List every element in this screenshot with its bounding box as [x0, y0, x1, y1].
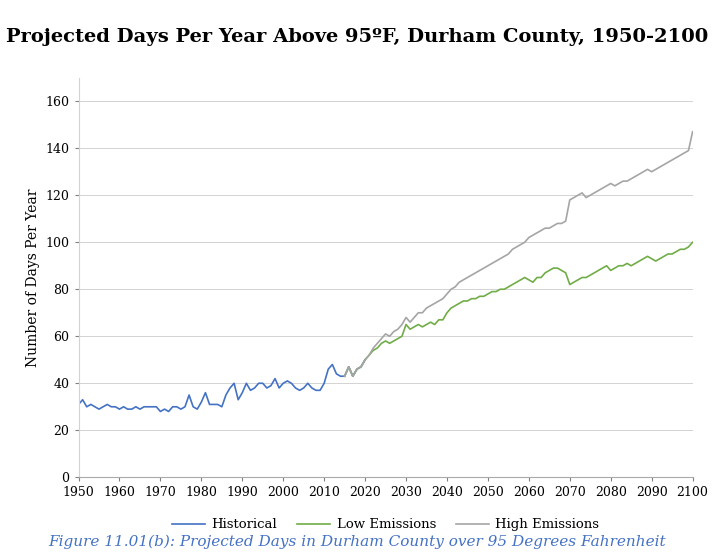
- High Emissions: [606, 180, 615, 187]
- High Emissions: [341, 373, 349, 380]
- Low Emissions: [341, 373, 349, 380]
- Historical: [82, 403, 91, 410]
- Historical: [160, 406, 169, 412]
- Historical: [251, 385, 259, 391]
- Y-axis label: Number of Days Per Year: Number of Days Per Year: [26, 188, 40, 367]
- Low Emissions: [348, 373, 357, 380]
- High Emissions: [377, 335, 386, 342]
- Low Emissions: [688, 239, 697, 245]
- Historical: [348, 373, 357, 380]
- Historical: [74, 401, 83, 408]
- High Emissions: [348, 373, 357, 380]
- Text: Figure 11.01(b): Projected Days in Durham County over 95 Degrees Fahrenheit: Figure 11.01(b): Projected Days in Durha…: [48, 535, 666, 549]
- High Emissions: [688, 128, 697, 135]
- Low Emissions: [508, 281, 517, 288]
- Historical: [361, 356, 369, 363]
- Line: High Emissions: High Emissions: [345, 132, 693, 376]
- High Emissions: [508, 246, 517, 253]
- Historical: [156, 408, 165, 415]
- Low Emissions: [377, 340, 386, 347]
- High Emissions: [357, 364, 366, 370]
- Text: Projected Days Per Year Above 95ºF, Durham County, 1950-2100: Projected Days Per Year Above 95ºF, Durh…: [6, 28, 708, 46]
- Historical: [296, 387, 304, 393]
- High Emissions: [635, 171, 643, 178]
- Legend: Historical, Low Emissions, High Emissions: Historical, Low Emissions, High Emission…: [166, 513, 605, 537]
- Low Emissions: [635, 258, 643, 264]
- Low Emissions: [357, 364, 366, 370]
- Low Emissions: [606, 267, 615, 274]
- Line: Low Emissions: Low Emissions: [345, 242, 693, 376]
- Historical: [218, 403, 226, 410]
- Line: Historical: Historical: [79, 360, 365, 411]
